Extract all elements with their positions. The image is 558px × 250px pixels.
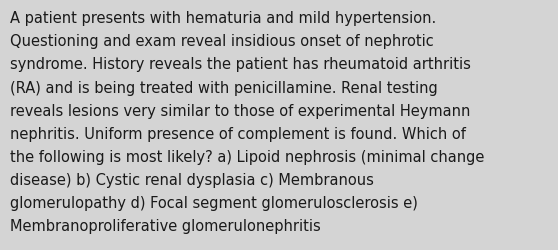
Text: disease) b) Cystic renal dysplasia c) Membranous: disease) b) Cystic renal dysplasia c) Me… <box>10 172 374 187</box>
Text: (RA) and is being treated with penicillamine. Renal testing: (RA) and is being treated with penicilla… <box>10 80 438 95</box>
Text: reveals lesions very similar to those of experimental Heymann: reveals lesions very similar to those of… <box>10 103 470 118</box>
Text: glomerulopathy d) Focal segment glomerulosclerosis e): glomerulopathy d) Focal segment glomerul… <box>10 195 418 210</box>
Text: syndrome. History reveals the patient has rheumatoid arthritis: syndrome. History reveals the patient ha… <box>10 57 471 72</box>
Text: nephritis. Uniform presence of complement is found. Which of: nephritis. Uniform presence of complemen… <box>10 126 466 141</box>
Text: A patient presents with hematuria and mild hypertension.: A patient presents with hematuria and mi… <box>10 11 436 26</box>
Text: the following is most likely? a) Lipoid nephrosis (minimal change: the following is most likely? a) Lipoid … <box>10 149 484 164</box>
Text: Membranoproliferative glomerulonephritis: Membranoproliferative glomerulonephritis <box>10 218 321 233</box>
Text: Questioning and exam reveal insidious onset of nephrotic: Questioning and exam reveal insidious on… <box>10 34 434 49</box>
